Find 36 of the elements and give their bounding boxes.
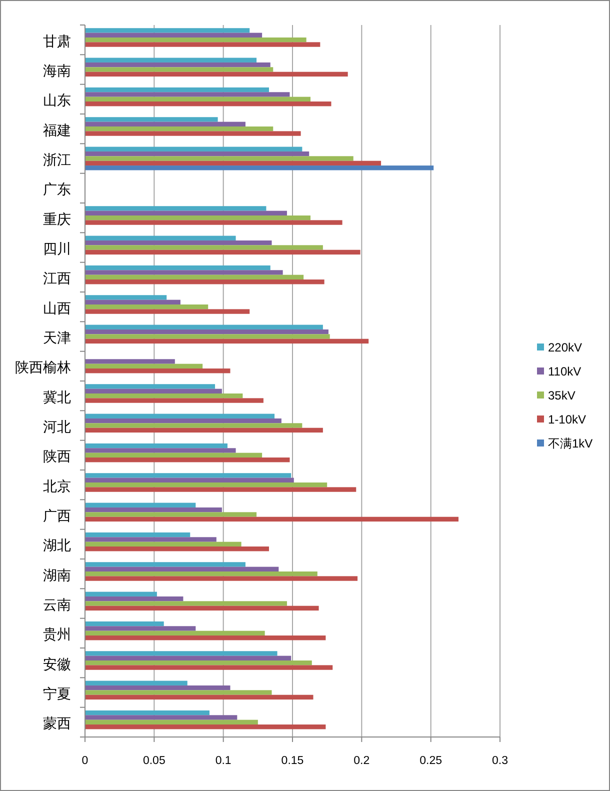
- legend-label: 110kV: [548, 364, 582, 378]
- x-tick-label: 0.2: [354, 755, 370, 767]
- y-tick-label: 甘肃: [43, 32, 71, 49]
- x-tick-label: 0.25: [420, 755, 442, 767]
- x-tick-label: 0.3: [492, 755, 508, 767]
- y-tick-label: 重庆: [43, 210, 71, 227]
- x-tick-label: 0.15: [281, 755, 304, 767]
- y-tick-label: 湖南: [43, 566, 71, 583]
- y-tick-label: 四川: [43, 240, 71, 256]
- legend-label: 220kV: [548, 340, 582, 354]
- y-tick-label: 蒙西: [43, 715, 71, 732]
- legend-label: 35kV: [548, 388, 576, 402]
- y-tick-label: 广西: [43, 508, 71, 524]
- y-tick-label: 河北: [43, 418, 71, 434]
- y-tick-label: 浙江: [43, 152, 71, 168]
- legend-label: 1-10kV: [548, 412, 586, 426]
- x-tick-label: 0.05: [142, 755, 166, 767]
- y-tick-label: 天津: [43, 330, 71, 346]
- y-tick-label: 云南: [43, 596, 71, 612]
- y-tick-label: 陕西榆林: [15, 359, 71, 376]
- legend-label: 不满1kV: [548, 436, 593, 450]
- y-tick-label: 贵州: [43, 626, 71, 642]
- x-tick-label: 0.1: [215, 755, 232, 767]
- y-tick-label: 北京: [43, 478, 71, 494]
- y-tick-label: 冀北: [43, 388, 71, 405]
- x-tick-label: 0: [82, 755, 88, 767]
- y-tick-label: 陕西: [43, 448, 71, 464]
- y-tick-label: 广东: [43, 181, 71, 198]
- y-tick-label: 海南: [43, 62, 71, 78]
- y-tick-label: 江西: [43, 270, 71, 286]
- y-tick-label: 宁夏: [43, 686, 71, 702]
- y-tick-label: 山西: [43, 300, 71, 316]
- y-tick-label: 安徽: [43, 656, 71, 672]
- y-tick-label: 福建: [43, 122, 71, 138]
- y-tick-label: 山东: [43, 92, 71, 108]
- y-tick-label: 湖北: [43, 537, 71, 554]
